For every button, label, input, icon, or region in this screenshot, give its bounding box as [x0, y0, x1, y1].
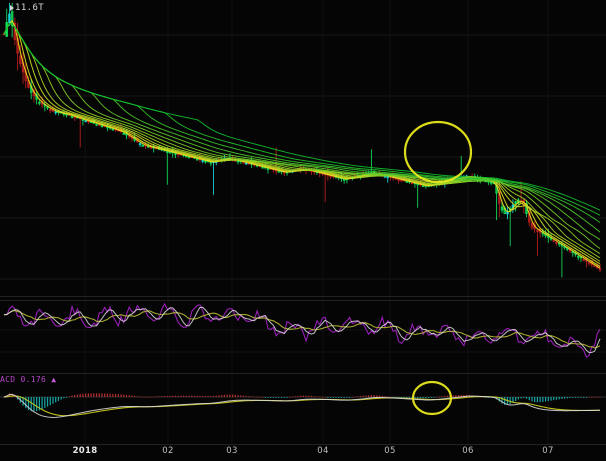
- x-axis-tick: 03: [226, 446, 238, 456]
- x-axis-tick: 06: [462, 446, 474, 456]
- macd-name: ACD: [0, 375, 16, 384]
- highlight-ellipse-price: [403, 120, 473, 184]
- price-label-value: 11.6T: [15, 3, 45, 13]
- left-triangle-icon: [10, 4, 14, 11]
- highlight-annotations: [403, 120, 473, 416]
- oscillator-series[interactable]: [3, 302, 601, 359]
- panel-dividers: [0, 296, 606, 445]
- price-label: 11.6T: [10, 3, 44, 13]
- x-axis-tick: 04: [317, 446, 329, 456]
- x-axis-tick: 2018: [72, 446, 98, 456]
- x-axis-tick: 07: [542, 446, 554, 456]
- x-axis: 2018 02 03 04 05 06 07: [0, 446, 606, 461]
- macd-lines: [3, 393, 601, 418]
- grid-lines: [0, 0, 606, 444]
- highlight-ellipse-macd: [411, 380, 453, 416]
- x-axis-tick: 05: [384, 446, 396, 456]
- up-arrow-icon: ▲: [51, 375, 57, 384]
- moving-average-ribbon: [3, 19, 601, 269]
- macd-value: 0.176: [20, 375, 47, 384]
- x-axis-tick: 02: [162, 446, 174, 456]
- macd-panel-label: ACD 0.176 ▲: [0, 375, 56, 384]
